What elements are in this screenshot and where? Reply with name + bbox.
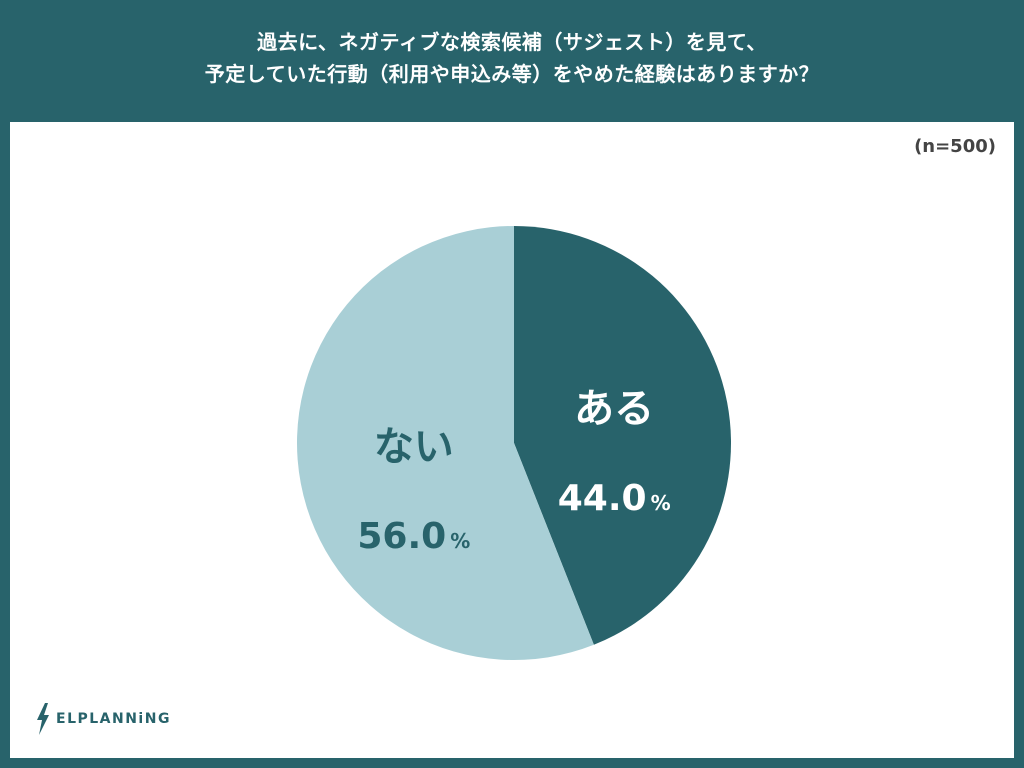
chart-header: 過去に、ネガティブな検索候補（サジェスト）を見て、 予定していた行動（利用や申込…	[0, 0, 1024, 122]
pie-slices	[296, 226, 731, 660]
pie-chart: ある 44.0 % ない 56.0%	[296, 226, 731, 660]
chart-panel: (n=500) ある 44.0% ない 56.0% ELPLANNiNG	[10, 122, 1014, 758]
brand-logo-text: ELPLANNiNG	[56, 711, 171, 727]
slice-label-yes: ある	[574, 386, 654, 432]
sample-size-label: (n=500)	[914, 136, 996, 157]
chart-title-line-2: 予定していた行動（利用や申込み等）をやめた経験はありますか？	[204, 62, 820, 86]
lightning-bolt-icon	[37, 703, 49, 735]
slice-value-no: 56.0%	[357, 516, 470, 557]
pie-slice-yes	[514, 226, 731, 645]
brand-logo: ELPLANNiNG	[36, 702, 171, 736]
slice-label-no: ない	[374, 424, 454, 470]
pie-slice-no	[296, 226, 594, 660]
chart-title-line-1: 過去に、ネガティブな検索候補（サジェスト）を見て、	[257, 30, 767, 54]
pie-labels: ある 44.0 % ない 56.0%	[357, 386, 670, 557]
slice-value-yes: 44.0%	[558, 478, 671, 519]
